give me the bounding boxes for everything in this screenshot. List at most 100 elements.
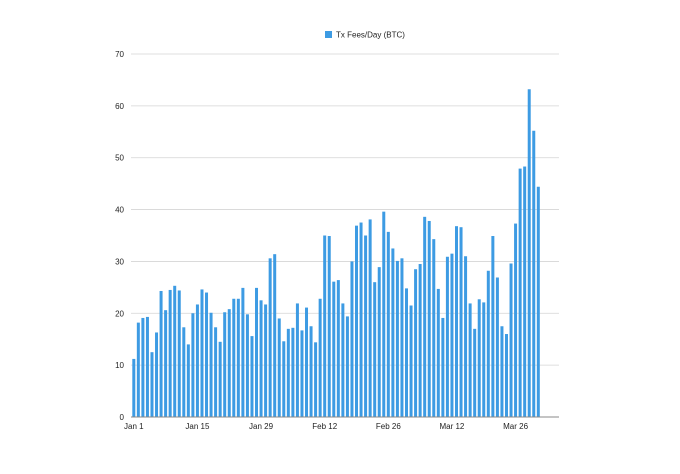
bar (145, 316, 149, 417)
y-tick-label: 0 (120, 413, 125, 422)
bar (159, 290, 163, 417)
bar (250, 336, 254, 417)
y-tick-label: 50 (115, 154, 124, 163)
bar (150, 352, 154, 417)
bar (314, 342, 318, 417)
legend: Tx Fees/Day (BTC) (325, 31, 405, 40)
bar (427, 220, 431, 417)
bar (495, 277, 499, 417)
legend-swatch (325, 31, 332, 38)
x-axis-ticks: Jan 1 Jan 15 Jan 29 Feb 12 Feb 26 Mar 12 Mar 2… (124, 422, 529, 431)
bar (536, 186, 540, 417)
bar (164, 310, 168, 417)
bar (509, 263, 513, 417)
bar (514, 223, 518, 417)
bar (200, 289, 204, 417)
bar (318, 298, 322, 417)
bar (391, 248, 395, 417)
bar (468, 303, 472, 417)
bar (273, 254, 277, 417)
bar (414, 269, 418, 417)
y-tick-label: 20 (115, 309, 124, 318)
bar (377, 267, 381, 417)
bar (132, 358, 136, 417)
bar (441, 317, 445, 417)
bar (459, 227, 463, 417)
bar (432, 239, 436, 417)
bar (295, 303, 299, 417)
bar (418, 264, 422, 417)
bar (227, 309, 231, 417)
bar (518, 168, 522, 417)
bar (182, 327, 186, 417)
x-tick-label: Mar 12 (439, 422, 464, 431)
bar (323, 235, 327, 417)
bar (136, 322, 140, 417)
bar (491, 236, 495, 417)
bar (305, 307, 309, 417)
bar (241, 287, 245, 417)
bar (300, 330, 304, 417)
bar (445, 256, 449, 417)
bar (336, 280, 340, 417)
bar (341, 303, 345, 417)
bar (409, 305, 413, 417)
bar (482, 302, 486, 417)
bar (232, 298, 236, 417)
bar (450, 253, 454, 417)
bar (277, 318, 281, 417)
bar (486, 270, 490, 417)
bar (291, 327, 295, 417)
bar (209, 312, 213, 417)
bar (223, 312, 227, 417)
y-tick-label: 70 (115, 50, 124, 59)
bar (395, 260, 399, 417)
bar (473, 328, 477, 417)
bar (186, 344, 190, 417)
bar (364, 235, 368, 417)
bar (355, 225, 358, 417)
bar (218, 341, 222, 417)
x-tick-label: Jan 29 (249, 422, 274, 431)
bar (168, 289, 172, 417)
gridlines (131, 53, 559, 366)
bar (155, 332, 159, 417)
bar (532, 130, 536, 417)
bar (245, 314, 249, 417)
bar (177, 290, 181, 417)
bar (268, 258, 272, 417)
bar (464, 256, 468, 417)
bar (141, 317, 145, 417)
x-tick-label: Mar 26 (503, 422, 528, 431)
bar (195, 304, 199, 417)
bar (436, 288, 440, 417)
bar (400, 258, 404, 417)
bar (332, 281, 336, 417)
bar (373, 282, 377, 417)
bar (286, 328, 290, 417)
x-tick-label: Jan 15 (185, 422, 210, 431)
legend-label: Tx Fees/Day (BTC) (336, 31, 405, 40)
bar (405, 288, 408, 417)
bar (345, 316, 349, 417)
bar (282, 341, 286, 417)
x-tick-label: Jan 1 (124, 422, 144, 431)
bar (455, 226, 458, 417)
y-axis-ticks: 0 10 20 30 40 50 60 70 (115, 50, 124, 422)
bar (504, 334, 508, 417)
bar (350, 261, 354, 417)
bar (309, 326, 313, 417)
y-tick-label: 30 (115, 257, 124, 266)
bar (255, 287, 259, 417)
bar (191, 313, 195, 417)
bar (236, 298, 240, 417)
y-tick-label: 10 (115, 361, 124, 370)
bar (359, 222, 363, 417)
bar (327, 236, 331, 417)
bar (423, 216, 427, 417)
x-tick-label: Feb 12 (312, 422, 337, 431)
bar (500, 326, 504, 417)
bar (173, 285, 177, 417)
bars (132, 89, 540, 417)
